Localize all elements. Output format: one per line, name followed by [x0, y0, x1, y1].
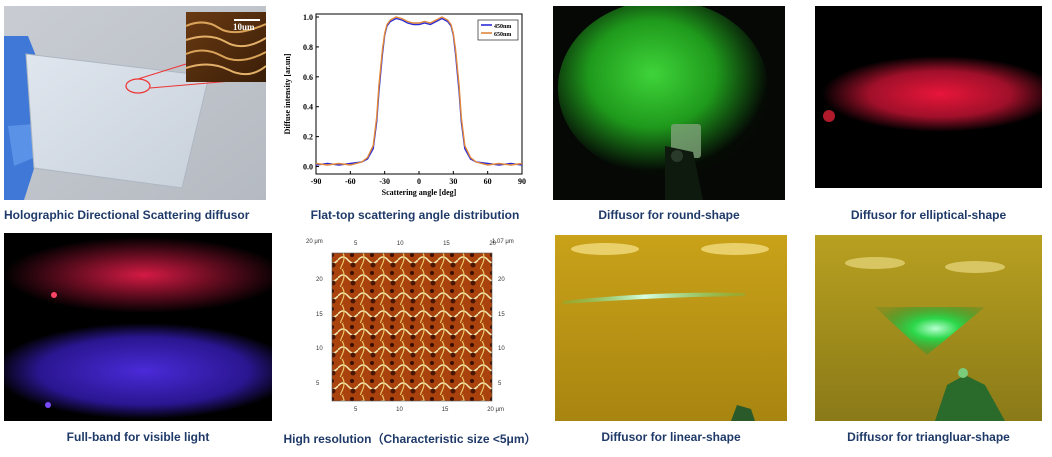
afm-label-tr: 1.07 μm [492, 239, 514, 245]
afm-tick: 15 [316, 311, 323, 318]
series-line-650nm [315, 16, 523, 166]
y-tick-label: 0.8 [303, 43, 313, 52]
triangular-diffusor-photo [815, 235, 1042, 421]
afm-tick: 20 [489, 241, 496, 247]
afm-label-tl: 20 μm [306, 239, 323, 245]
elliptical-diffusor-photo [815, 6, 1042, 188]
caption-flattop: Flat-top scattering angle distribution [310, 208, 520, 222]
holographic-diffusor-photo: 10um [4, 6, 266, 200]
afm-tick: 5 [498, 380, 502, 387]
afm-tick: 15 [443, 241, 450, 247]
afm-tick: 10 [396, 241, 404, 247]
afm-ticks-top: 5 10 15 20 [354, 241, 496, 247]
afm-tick: 10 [498, 346, 505, 353]
afm-height-map: 20 μm 1.07 μm 5 10 15 20 5 10 15 20 μm 2… [298, 233, 526, 421]
linear-diffusor-photo [555, 235, 787, 421]
caption-highres: High resolution（Characteristic size <5μm… [283, 432, 537, 446]
legend-label-450nm: 450nm [494, 24, 511, 30]
afm-tick: 20 [498, 277, 505, 283]
x-axis-label: Scattering angle [deg] [382, 188, 457, 197]
afm-tick: 5 [354, 407, 358, 413]
y-tick-label: 0.2 [303, 133, 313, 142]
caption-linear: Diffusor for linear-shape [601, 430, 741, 444]
x-tick-label: -30 [379, 177, 390, 186]
afm-ticks-left: 20 15 10 5 [316, 277, 323, 387]
sem-inset-image [185, 12, 266, 82]
x-tick-label: -90 [311, 177, 322, 186]
afm-tick: 15 [441, 407, 449, 413]
x-tick-label: -60 [345, 177, 356, 186]
x-tick-label: 90 [518, 177, 526, 186]
round-diffusor-photo [553, 6, 785, 200]
afm-ticks-right: 20 15 10 5 [498, 277, 505, 387]
afm-tick: 20 [316, 277, 323, 283]
afm-tick: 10 [316, 346, 323, 353]
caption-holographic: Holographic Directional Scattering diffu… [4, 208, 250, 222]
y-tick-label: 1.0 [303, 13, 313, 22]
sem-scale-label: 10um [233, 22, 255, 32]
y-tick-label: 0.6 [303, 73, 313, 82]
caption-round: Diffusor for round-shape [598, 208, 740, 222]
series-line-450nm [315, 17, 523, 166]
afm-ticks-bottom: 5 10 15 20 μm [354, 407, 504, 413]
afm-tick: 15 [498, 311, 505, 318]
fullband-photo [4, 233, 272, 421]
x-tick-label: 30 [449, 177, 457, 186]
y-axis-label: Diffuse intensity [ar.un] [283, 53, 292, 134]
x-tick-label: 60 [484, 177, 492, 186]
legend-label-650nm: 650nm [494, 32, 511, 38]
afm-tick: 5 [316, 380, 320, 387]
caption-triangular: Diffusor for triangluar-shape [847, 430, 1010, 444]
scattering-chart: -90 -60 -30 0 30 60 90 0.0 0.2 0.4 0.6 0.8 1.0 Scatte… [282, 6, 532, 204]
afm-tick: 5 [354, 241, 358, 247]
afm-tick: 20 μm [487, 407, 504, 413]
x-tick-label: 0 [417, 177, 421, 186]
y-tick-label: 0.0 [303, 163, 313, 172]
caption-fullband: Full-band for visible light [66, 430, 210, 444]
y-tick-label: 0.4 [303, 103, 313, 112]
chart-svg: -90 -60 -30 0 30 60 90 0.0 0.2 0.4 0.6 0.8 1.0 Scatte… [283, 13, 526, 197]
plot-frame [315, 13, 523, 175]
afm-tick: 10 [396, 407, 403, 413]
caption-elliptical: Diffusor for elliptical-shape [850, 208, 1007, 222]
